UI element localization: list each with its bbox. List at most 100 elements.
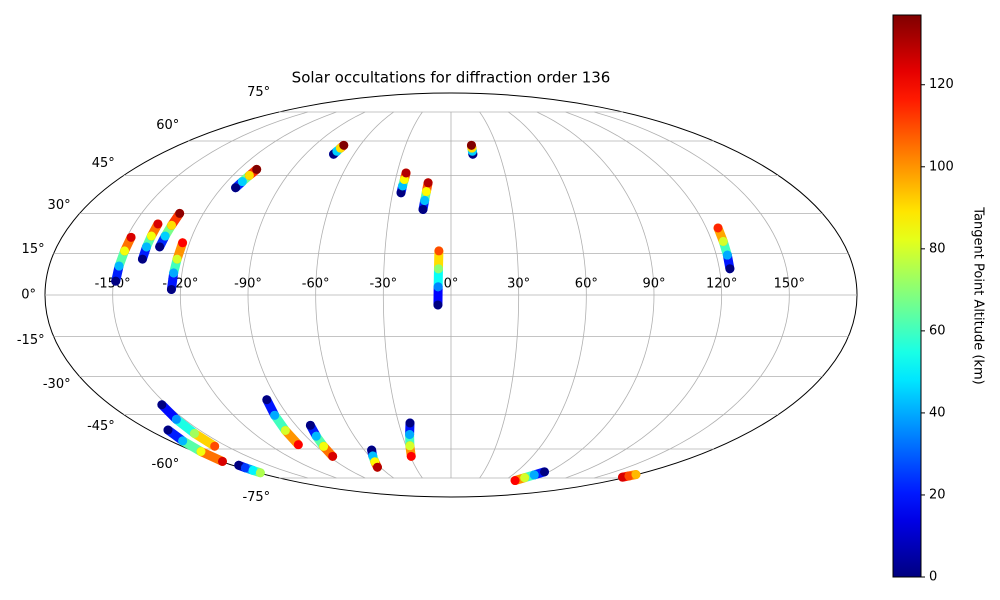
- track: [111, 232, 136, 286]
- data-point: [163, 425, 173, 435]
- grid-line: [382, 111, 423, 479]
- x-tick-label: 90°: [642, 277, 665, 292]
- track: [713, 223, 735, 274]
- data-point: [713, 223, 723, 233]
- data-point: [111, 276, 121, 286]
- data-point: [401, 168, 411, 178]
- data-point: [248, 465, 258, 475]
- grid-line: [247, 111, 366, 479]
- colorbar-tick-label: 120: [929, 77, 954, 92]
- data-point: [157, 400, 167, 410]
- data-point: [529, 470, 539, 480]
- data-point: [631, 470, 641, 480]
- y-tick-label: 75°: [247, 85, 270, 100]
- data-point: [155, 242, 165, 252]
- track: [234, 460, 265, 478]
- data-point: [172, 254, 182, 264]
- data-point: [520, 473, 530, 483]
- data-point: [166, 284, 176, 294]
- colorbar-tick-label: 60: [929, 323, 946, 338]
- track: [418, 178, 433, 214]
- data-point: [339, 140, 349, 150]
- data-point: [433, 282, 443, 292]
- data-point: [722, 250, 732, 260]
- track: [163, 425, 227, 466]
- track: [262, 395, 303, 450]
- data-point: [120, 246, 130, 256]
- x-tick-label: 120°: [706, 277, 737, 292]
- x-tick-label: 150°: [774, 277, 805, 292]
- data-point: [244, 170, 254, 180]
- data-point: [466, 140, 476, 150]
- y-tick-label: 0°: [21, 288, 36, 303]
- data-point: [178, 436, 188, 446]
- track: [305, 420, 338, 461]
- data-point: [328, 451, 338, 461]
- data-point: [137, 254, 147, 264]
- data-point: [169, 268, 179, 278]
- data-point: [305, 420, 315, 430]
- data-point: [406, 451, 416, 461]
- data-point: [160, 231, 170, 241]
- data-point: [405, 418, 415, 428]
- data-point: [510, 476, 520, 486]
- track: [510, 467, 549, 486]
- colorbar-tick-label: 40: [929, 405, 946, 420]
- x-tick-label: -90°: [234, 277, 262, 292]
- track: [157, 400, 220, 451]
- data-point: [142, 242, 152, 252]
- data-point: [167, 220, 177, 230]
- y-tick-label: -30°: [43, 377, 71, 392]
- data-point: [146, 231, 156, 241]
- y-tick-label: 45°: [92, 156, 115, 171]
- data-point: [420, 195, 430, 205]
- colorbar: [892, 14, 922, 578]
- data-point: [725, 264, 735, 274]
- data-point: [405, 430, 415, 440]
- data-point: [231, 183, 241, 193]
- data-point: [217, 456, 227, 466]
- data-point: [114, 261, 124, 271]
- track: [166, 238, 188, 294]
- track: [466, 140, 478, 159]
- track: [396, 168, 411, 198]
- data-point: [270, 410, 280, 420]
- y-tick-label: -45°: [87, 419, 115, 434]
- track: [137, 219, 163, 264]
- data-point: [293, 440, 303, 450]
- data-point: [718, 236, 728, 246]
- track: [433, 246, 444, 310]
- grid-line: [179, 111, 337, 479]
- data-point: [433, 264, 443, 274]
- data-point: [171, 414, 181, 424]
- data-point: [196, 447, 206, 457]
- data-point: [372, 462, 382, 472]
- data-point: [175, 208, 185, 218]
- track: [155, 208, 185, 252]
- grid-line: [594, 111, 790, 479]
- data-point: [624, 471, 634, 481]
- data-point: [190, 428, 200, 438]
- data-point: [405, 441, 415, 451]
- colorbar-tick-label: 20: [929, 487, 946, 502]
- chart-title: Solar occultations for diffraction order…: [292, 69, 611, 87]
- x-tick-label: 30°: [507, 277, 530, 292]
- track: [231, 164, 262, 193]
- data-point: [237, 177, 247, 187]
- colorbar-tick-label: 80: [929, 241, 946, 256]
- data-point: [311, 431, 321, 441]
- data-point: [433, 300, 443, 310]
- data-point: [240, 463, 250, 473]
- data-point: [153, 219, 163, 229]
- track: [329, 140, 349, 159]
- data-point: [126, 232, 136, 242]
- grid-line: [112, 111, 308, 479]
- y-tick-label: -75°: [242, 490, 270, 505]
- data-point: [280, 425, 290, 435]
- colorbar-label: Tangent Point Altitude (km): [971, 206, 986, 384]
- x-tick-label: 0°: [444, 277, 459, 292]
- data-point: [178, 238, 188, 248]
- colorbar-tick-label: 0: [929, 570, 937, 585]
- grid-line: [315, 111, 394, 479]
